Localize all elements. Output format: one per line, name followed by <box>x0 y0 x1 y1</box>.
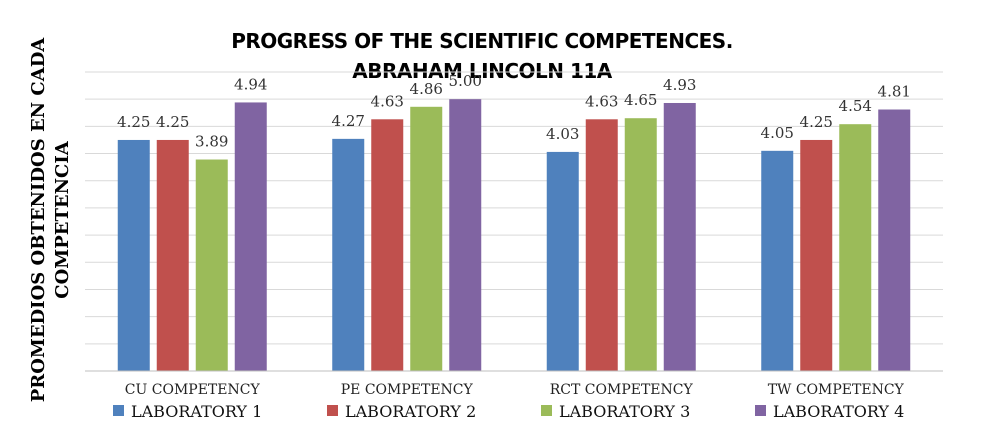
data-label: 5.00 <box>449 72 482 90</box>
data-labels: 4.25 4.25 3.89 4.94 4.27 4.63 4.86 5.00 4.03 4.63… <box>117 72 911 150</box>
data-label: 4.05 <box>761 124 794 142</box>
bar <box>371 119 404 372</box>
data-label: 4.86 <box>410 80 443 98</box>
chart-title: PROGRESS OF THE SCIENTIFIC COMPETENCES. … <box>231 29 733 83</box>
legend-swatch <box>113 405 124 416</box>
y-axis-title-line-1: PROMEDIOS OBTENIDOS EN CADA <box>28 37 49 403</box>
data-label: 4.54 <box>839 97 872 115</box>
legend-swatch <box>327 405 338 416</box>
gridlines <box>85 71 943 345</box>
data-label: 4.25 <box>156 113 189 131</box>
legend-item: LABORATORY 3 <box>541 402 690 421</box>
legend-label: LABORATORY 1 <box>131 402 262 421</box>
legend-item: LABORATORY 1 <box>113 402 262 421</box>
bar <box>410 106 443 371</box>
chart-title-line-1: PROGRESS OF THE SCIENTIFIC COMPETENCES. <box>231 29 733 53</box>
category-label: TW COMPETENCY <box>768 382 905 398</box>
category-labels: CU COMPETENCY PE COMPETENCY RCT COMPETENCY… <box>125 382 905 398</box>
data-label: 4.63 <box>371 92 404 110</box>
y-axis-title: PROMEDIOS OBTENIDOS EN CADA COMPETENCIA <box>28 37 73 403</box>
data-label: 4.65 <box>624 91 657 109</box>
category-label: PE COMPETENCY <box>341 382 474 398</box>
bars <box>117 99 911 372</box>
chart-title-line-2: ABRAHAM LINCOLN 11A <box>352 59 613 83</box>
legend-swatch <box>755 405 766 416</box>
legend-label: LABORATORY 3 <box>559 402 690 421</box>
bar <box>156 139 189 371</box>
bar <box>624 118 657 371</box>
data-label: 4.93 <box>663 76 696 94</box>
data-label: 4.27 <box>332 112 365 130</box>
bar <box>800 139 833 371</box>
bar <box>195 159 228 371</box>
bar <box>761 150 794 371</box>
data-label: 4.25 <box>117 113 150 131</box>
data-label: 3.89 <box>195 133 228 151</box>
bar <box>449 99 482 371</box>
bar <box>332 138 365 371</box>
data-label: 4.94 <box>234 75 267 93</box>
legend: LABORATORY 1 LABORATORY 2 LABORATORY 3 LABO… <box>113 402 904 421</box>
bar <box>878 109 911 371</box>
legend-swatch <box>541 405 552 416</box>
bar <box>117 139 150 371</box>
y-axis-title-line-2: COMPETENCIA <box>52 140 73 298</box>
bar <box>663 102 696 371</box>
legend-item: LABORATORY 4 <box>755 402 904 421</box>
legend-label: LABORATORY 4 <box>773 402 904 421</box>
category-label: CU COMPETENCY <box>125 382 261 398</box>
legend-item: LABORATORY 2 <box>327 402 476 421</box>
bar <box>234 102 267 371</box>
data-label: 4.25 <box>800 113 833 131</box>
data-label: 4.81 <box>878 83 911 101</box>
data-label: 4.63 <box>585 92 618 110</box>
data-label: 4.03 <box>546 125 579 143</box>
bar <box>546 151 579 371</box>
category-label: RCT COMPETENCY <box>550 382 694 398</box>
bar <box>839 124 872 372</box>
bar <box>585 119 618 372</box>
legend-label: LABORATORY 2 <box>345 402 476 421</box>
